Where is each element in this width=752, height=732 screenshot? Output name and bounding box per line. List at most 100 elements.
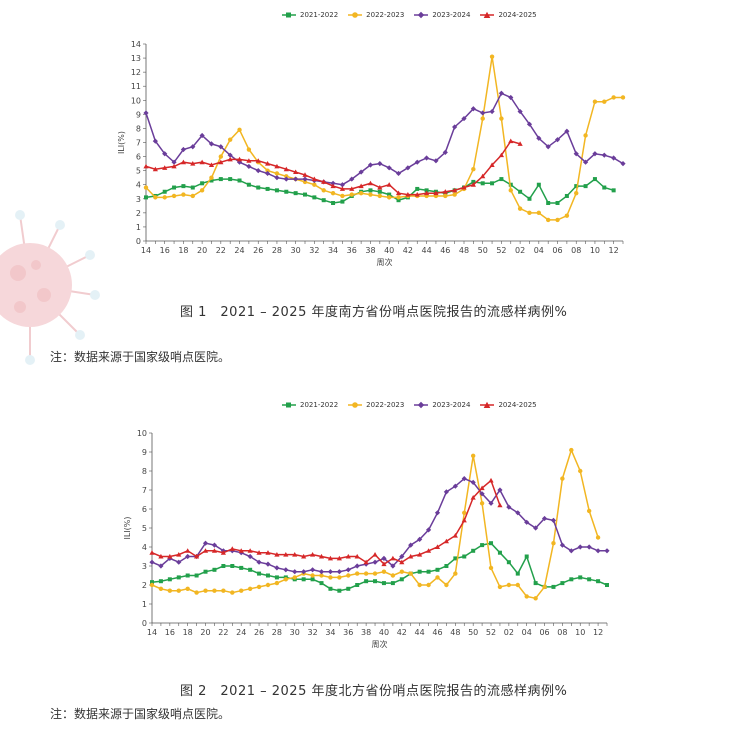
x-tick-label: 04 [522, 628, 532, 637]
data-point [330, 180, 336, 186]
data-point [527, 210, 532, 216]
data-point [337, 588, 342, 593]
x-tick-label: 18 [183, 628, 193, 637]
data-point [434, 510, 441, 516]
data-point [470, 106, 476, 112]
data-point [399, 569, 405, 574]
data-point [149, 550, 155, 555]
data-point [265, 186, 270, 191]
data-point [194, 553, 200, 559]
data-point [158, 586, 164, 591]
legend-label: 2023-2024 [432, 11, 471, 19]
data-point [292, 569, 298, 575]
y-tick-label: 5 [142, 524, 147, 533]
legend-item: 2023-2024 [414, 11, 470, 19]
data-point [498, 152, 505, 158]
data-point [330, 183, 336, 189]
data-point [237, 127, 242, 133]
data-point [227, 156, 233, 162]
data-point [172, 185, 177, 190]
data-point [302, 172, 308, 177]
data-point [180, 159, 187, 165]
legend-item: 2023-2024 [414, 401, 470, 409]
legend-item: 2024-2025 [480, 401, 537, 409]
x-tick-label: 40 [384, 246, 394, 255]
data-point [176, 559, 182, 565]
y-tick-label: 10 [137, 429, 147, 438]
x-tick-label: 50 [468, 628, 478, 637]
data-point [434, 544, 441, 549]
data-point [480, 181, 485, 186]
data-point [190, 161, 196, 166]
y-tick-label: 8 [136, 124, 141, 133]
y-tick-label: 12 [131, 68, 141, 77]
data-point [536, 182, 541, 187]
chart-1-legend: 2021-2022 2022-2023 2023-2024 2024-2025 [282, 11, 547, 19]
legend-item: 2022-2023 [348, 401, 404, 409]
series-line-2023-2024 [145, 92, 624, 186]
x-tick-label: 18 [178, 246, 188, 255]
data-point [303, 192, 307, 197]
data-point [284, 174, 289, 179]
data-point [354, 563, 360, 569]
data-point [257, 571, 262, 576]
y-tick-label: 2 [136, 209, 141, 218]
data-point [508, 138, 514, 144]
data-point [283, 577, 289, 582]
series-line-2021-2022 [151, 542, 608, 592]
data-point [311, 176, 317, 182]
data-point [354, 553, 360, 559]
data-point [293, 176, 299, 182]
data-point [209, 175, 214, 180]
x-tick-label: 26 [254, 628, 264, 637]
data-point [586, 544, 592, 550]
data-point [321, 198, 326, 203]
legend-item: 2021-2022 [282, 11, 338, 19]
chart-2-legend: 2021-2022 2022-2023 2023-2024 2024-2025 [282, 401, 547, 409]
x-tick-label: 48 [459, 246, 469, 255]
data-point [470, 453, 476, 458]
data-point [524, 519, 530, 525]
data-point [309, 552, 316, 557]
data-point [414, 191, 420, 197]
data-point [524, 554, 529, 559]
data-point [367, 180, 374, 186]
data-point [149, 559, 155, 565]
data-point [336, 569, 342, 575]
data-point [152, 138, 158, 144]
data-point [611, 95, 616, 100]
data-point [405, 191, 411, 197]
data-point [264, 170, 271, 177]
data-point [349, 186, 355, 191]
data-point [396, 195, 401, 200]
data-point [246, 147, 252, 152]
x-tick-label: 20 [197, 246, 207, 255]
data-point [533, 596, 538, 601]
data-point [518, 189, 523, 194]
data-point [415, 186, 420, 191]
chart-1: 2021-2022 2022-2023 2023-2024 2024-2025 … [0, 0, 752, 290]
data-point [480, 173, 486, 179]
data-point [444, 582, 449, 588]
data-point [202, 548, 209, 553]
data-point [517, 206, 523, 211]
data-point [414, 159, 420, 165]
series-line-2022-2023 [145, 56, 623, 221]
data-point [358, 190, 364, 196]
x-tick-label: 42 [397, 628, 407, 637]
data-point [564, 128, 570, 134]
data-point [564, 213, 570, 218]
data-point [327, 569, 334, 575]
data-point [319, 581, 324, 586]
data-point [310, 577, 315, 582]
data-point [390, 581, 395, 586]
data-point [190, 144, 196, 150]
x-tick-label: 52 [486, 628, 496, 637]
data-point [377, 193, 383, 199]
data-point [368, 192, 373, 197]
x-axis-label: 周次 [372, 639, 388, 649]
data-point [185, 553, 191, 560]
data-point [452, 187, 458, 193]
data-point [190, 185, 195, 190]
